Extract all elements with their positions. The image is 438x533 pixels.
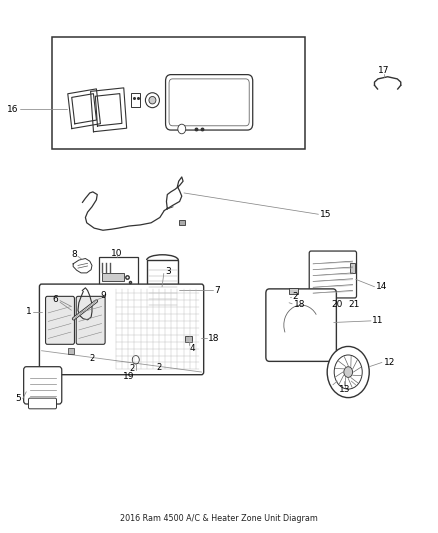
Ellipse shape	[149, 96, 156, 104]
Text: 3: 3	[166, 268, 171, 276]
Text: 18: 18	[208, 334, 219, 343]
Text: 1: 1	[26, 308, 32, 316]
Bar	[102, 273, 124, 281]
Bar	[52, 37, 305, 149]
Text: 8: 8	[71, 251, 77, 259]
Text: 2: 2	[156, 364, 161, 372]
Bar	[68, 348, 74, 354]
FancyBboxPatch shape	[39, 284, 204, 375]
Circle shape	[132, 356, 139, 364]
FancyBboxPatch shape	[309, 251, 357, 298]
Text: 6: 6	[53, 295, 58, 304]
Bar	[289, 288, 298, 294]
FancyBboxPatch shape	[28, 398, 57, 409]
Text: 11: 11	[372, 317, 384, 325]
Text: 5: 5	[15, 394, 21, 403]
FancyBboxPatch shape	[169, 79, 249, 126]
FancyBboxPatch shape	[46, 296, 74, 344]
Text: 2: 2	[89, 354, 95, 362]
FancyBboxPatch shape	[166, 75, 253, 130]
Text: 2: 2	[130, 365, 135, 373]
Text: 9: 9	[100, 292, 106, 300]
Text: 4: 4	[189, 344, 195, 352]
FancyBboxPatch shape	[266, 289, 336, 361]
Text: 17: 17	[378, 66, 389, 75]
FancyBboxPatch shape	[24, 367, 62, 404]
Text: 21: 21	[348, 301, 360, 309]
Text: 12: 12	[384, 358, 395, 367]
Text: 2: 2	[293, 293, 298, 301]
Circle shape	[334, 355, 362, 389]
Bar	[99, 257, 138, 289]
FancyBboxPatch shape	[76, 296, 105, 344]
Circle shape	[327, 346, 369, 398]
Circle shape	[178, 124, 186, 134]
Text: 2016 Ram 4500 A/C & Heater Zone Unit Diagram: 2016 Ram 4500 A/C & Heater Zone Unit Dia…	[120, 514, 318, 522]
Text: 18: 18	[293, 301, 305, 309]
Text: 13: 13	[339, 385, 350, 393]
Text: 10: 10	[111, 249, 123, 257]
Bar	[283, 291, 290, 300]
Circle shape	[344, 367, 353, 377]
Bar	[179, 220, 185, 225]
Text: 14: 14	[376, 282, 387, 291]
Bar	[131, 93, 140, 107]
Bar	[185, 336, 192, 342]
Text: 15: 15	[320, 210, 331, 219]
Text: 19: 19	[123, 373, 134, 381]
Bar	[147, 260, 178, 309]
Ellipse shape	[145, 93, 159, 108]
Bar	[350, 263, 355, 273]
Text: 7: 7	[215, 286, 220, 295]
Text: 20: 20	[332, 301, 343, 309]
Text: 16: 16	[7, 105, 18, 114]
